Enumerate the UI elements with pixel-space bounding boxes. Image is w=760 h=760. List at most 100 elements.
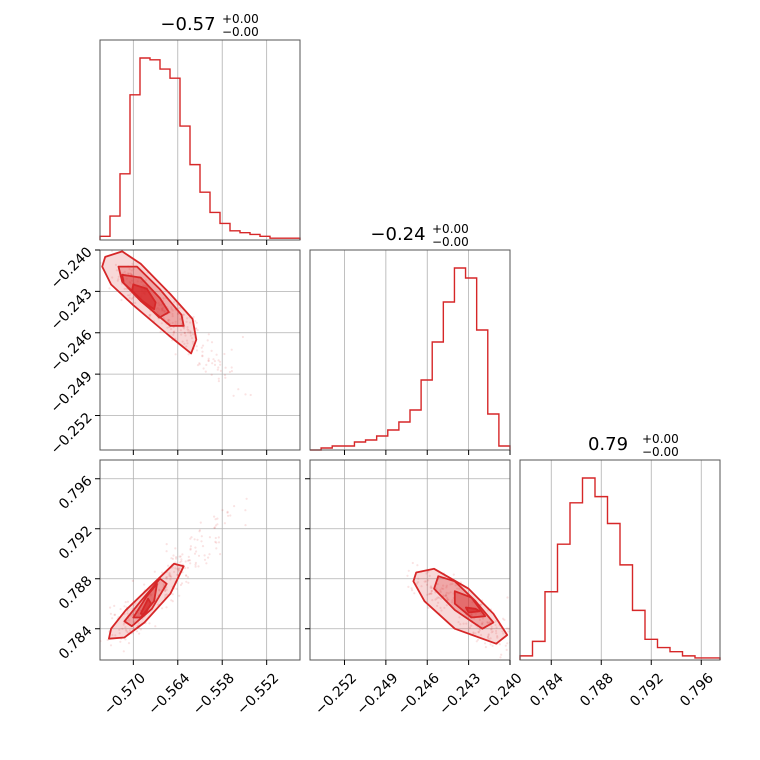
sample-point [468,626,471,629]
sample-point [143,583,146,586]
x-tick-label: 0.784 [527,670,567,710]
sample-point [144,279,147,282]
sample-point [204,370,207,373]
sample-point [213,363,217,366]
sample-point [158,304,161,307]
sample-point [114,634,117,637]
sample-point [134,301,137,304]
sample-point [499,656,502,659]
sample-point [447,598,450,601]
sample-point [177,312,180,315]
sample-point [160,322,163,325]
sample-point [201,354,204,357]
sample-point [182,313,185,316]
sample-point [180,582,184,585]
sample-point [111,276,114,279]
sample-point [117,278,120,281]
sample-point [191,333,195,336]
param-title-3: 0.79 [588,434,628,455]
sample-point [128,294,131,297]
sample-point [157,302,160,305]
sample-point [170,308,173,311]
sample-point [208,553,211,556]
sample-point [486,621,489,625]
sample-point [198,362,201,365]
sample-point [451,599,454,602]
sample-point [230,370,233,373]
sample-point [196,329,199,332]
sample-point [163,310,166,313]
sample-point [164,589,167,593]
sample-point [495,632,498,635]
sample-point [506,642,509,645]
sample-point [128,272,131,275]
density-contour-3 [132,582,158,619]
sample-point [171,593,174,596]
sample-point [183,331,186,334]
sample-point [174,353,177,356]
sample-point [165,606,168,609]
sample-point [167,564,170,567]
sample-point [173,570,176,574]
sample-point [171,321,174,324]
sample-point [219,553,222,556]
sample-point [445,604,448,607]
y-tick-label: 0.792 [56,523,96,563]
sample-point [224,366,227,369]
sample-point [567,661,569,663]
sample-point [217,380,220,383]
sample-point [128,296,131,300]
sample-point [470,624,473,627]
sample-point [161,571,164,574]
sample-point [502,617,505,620]
sample-point [158,588,161,591]
sample-point [214,524,217,527]
sample-point [109,644,113,647]
sample-point [164,576,167,579]
sample-point [159,330,162,334]
sample-point [430,589,433,592]
sample-point [439,606,442,610]
sample-point [128,629,131,632]
sample-point [472,632,475,635]
sample-point [456,587,459,590]
sample-point [214,540,217,544]
param-title-plus: +0.00 [222,12,259,26]
sample-point [210,341,214,344]
sample-point [506,627,509,630]
sample-point [407,569,410,572]
sample-point [437,601,440,604]
x-tick-label: −0.552 [234,670,282,718]
x-tick-label: −0.564 [145,670,193,718]
sample-point [226,510,229,513]
y-tick-label: 0.796 [56,473,96,513]
sample-point [167,320,170,323]
sample-point [565,675,567,677]
sample-point [136,630,139,633]
sample-point [189,537,192,540]
sample-point [487,634,490,637]
sample-point [430,592,433,595]
sample-point [153,570,156,573]
sample-point [136,280,139,283]
sample-point [228,370,231,374]
sample-point [174,547,177,550]
sample-point [157,581,161,584]
sample-point [198,529,201,532]
sample-point [215,547,218,550]
sample-point [219,363,222,366]
scatter-panel-1 [95,249,301,455]
sample-point [189,330,192,333]
x-tick-label: −0.249 [354,670,402,718]
sample-point [495,626,498,629]
sample-point [97,261,99,263]
sample-point [168,571,171,575]
sample-point [177,567,180,570]
sample-point [217,359,220,362]
sample-point [195,550,198,553]
sample-point [163,309,166,312]
sample-point [501,630,504,633]
sample-point [439,597,442,600]
sample-point [179,318,182,321]
